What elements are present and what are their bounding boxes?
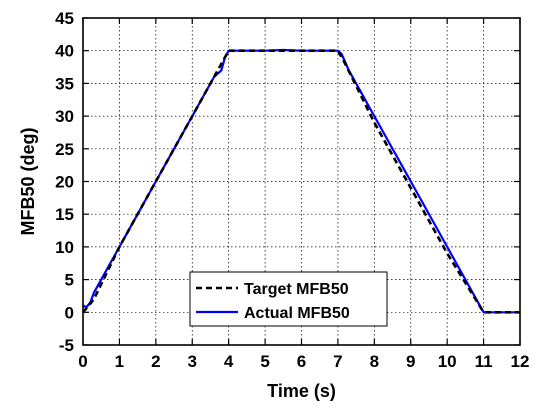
x-tick-label: 2	[151, 352, 160, 371]
x-tick-label: 7	[333, 352, 342, 371]
y-tick-label: 35	[55, 74, 74, 93]
x-tick-label: 0	[78, 352, 87, 371]
y-tick-label: 45	[55, 9, 74, 28]
legend: Target MFB50 Actual MFB50	[189, 271, 388, 327]
x-axis-label: Time (s)	[267, 381, 336, 401]
y-tick-label: 5	[65, 271, 74, 290]
series-line-0	[82, 49, 520, 314]
y-tick-label: 30	[55, 107, 74, 126]
legend-label-actual: Actual MFB50	[244, 305, 350, 322]
x-tick-label: 6	[297, 352, 306, 371]
y-tick-label: 0	[65, 303, 74, 322]
series-line-1	[82, 48, 520, 314]
series-layer	[82, 48, 520, 314]
x-tick-label: 5	[260, 352, 269, 371]
y-tick-label: 20	[55, 173, 74, 192]
y-tick-label: 10	[55, 238, 74, 257]
x-tick-label: 10	[438, 352, 457, 371]
x-tick-label: 8	[370, 352, 379, 371]
x-tick-label: 4	[224, 352, 234, 371]
legend-box	[189, 271, 388, 327]
legend-label-target: Target MFB50	[244, 281, 349, 298]
x-tick-label: 9	[406, 352, 415, 371]
y-axis-label: MFB50 (deg)	[18, 127, 38, 235]
y-tick-label: -5	[59, 336, 74, 355]
y-tick-label: 25	[55, 140, 74, 159]
x-tick-label: 3	[188, 352, 197, 371]
x-tick-label: 11	[475, 352, 493, 371]
y-tick-label: 40	[55, 42, 74, 61]
x-tick-label: 12	[511, 352, 530, 371]
y-tick-label: 15	[55, 205, 74, 224]
ticks	[82, 17, 521, 346]
x-tick-label: 1	[115, 352, 124, 371]
